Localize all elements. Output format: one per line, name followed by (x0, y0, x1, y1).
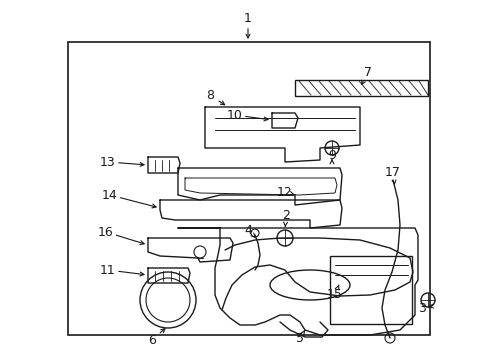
Text: 4: 4 (244, 224, 251, 237)
Bar (294, 80, 427, 96)
Bar (329, 256, 411, 324)
Text: 15: 15 (326, 288, 342, 302)
Text: 1: 1 (244, 12, 251, 24)
Text: 11: 11 (100, 264, 116, 276)
Text: 5: 5 (295, 332, 304, 345)
Text: 8: 8 (205, 89, 214, 102)
Text: 16: 16 (98, 225, 114, 239)
Text: 14: 14 (102, 189, 118, 202)
Text: 3: 3 (417, 302, 425, 315)
Text: 2: 2 (282, 208, 289, 221)
Text: 10: 10 (226, 108, 243, 122)
Text: 9: 9 (327, 149, 335, 162)
Text: 13: 13 (100, 156, 116, 168)
Text: 17: 17 (384, 166, 400, 179)
Text: 7: 7 (363, 66, 371, 78)
Bar (68, 42, 429, 335)
Text: 12: 12 (277, 185, 292, 198)
Text: 6: 6 (148, 333, 156, 346)
